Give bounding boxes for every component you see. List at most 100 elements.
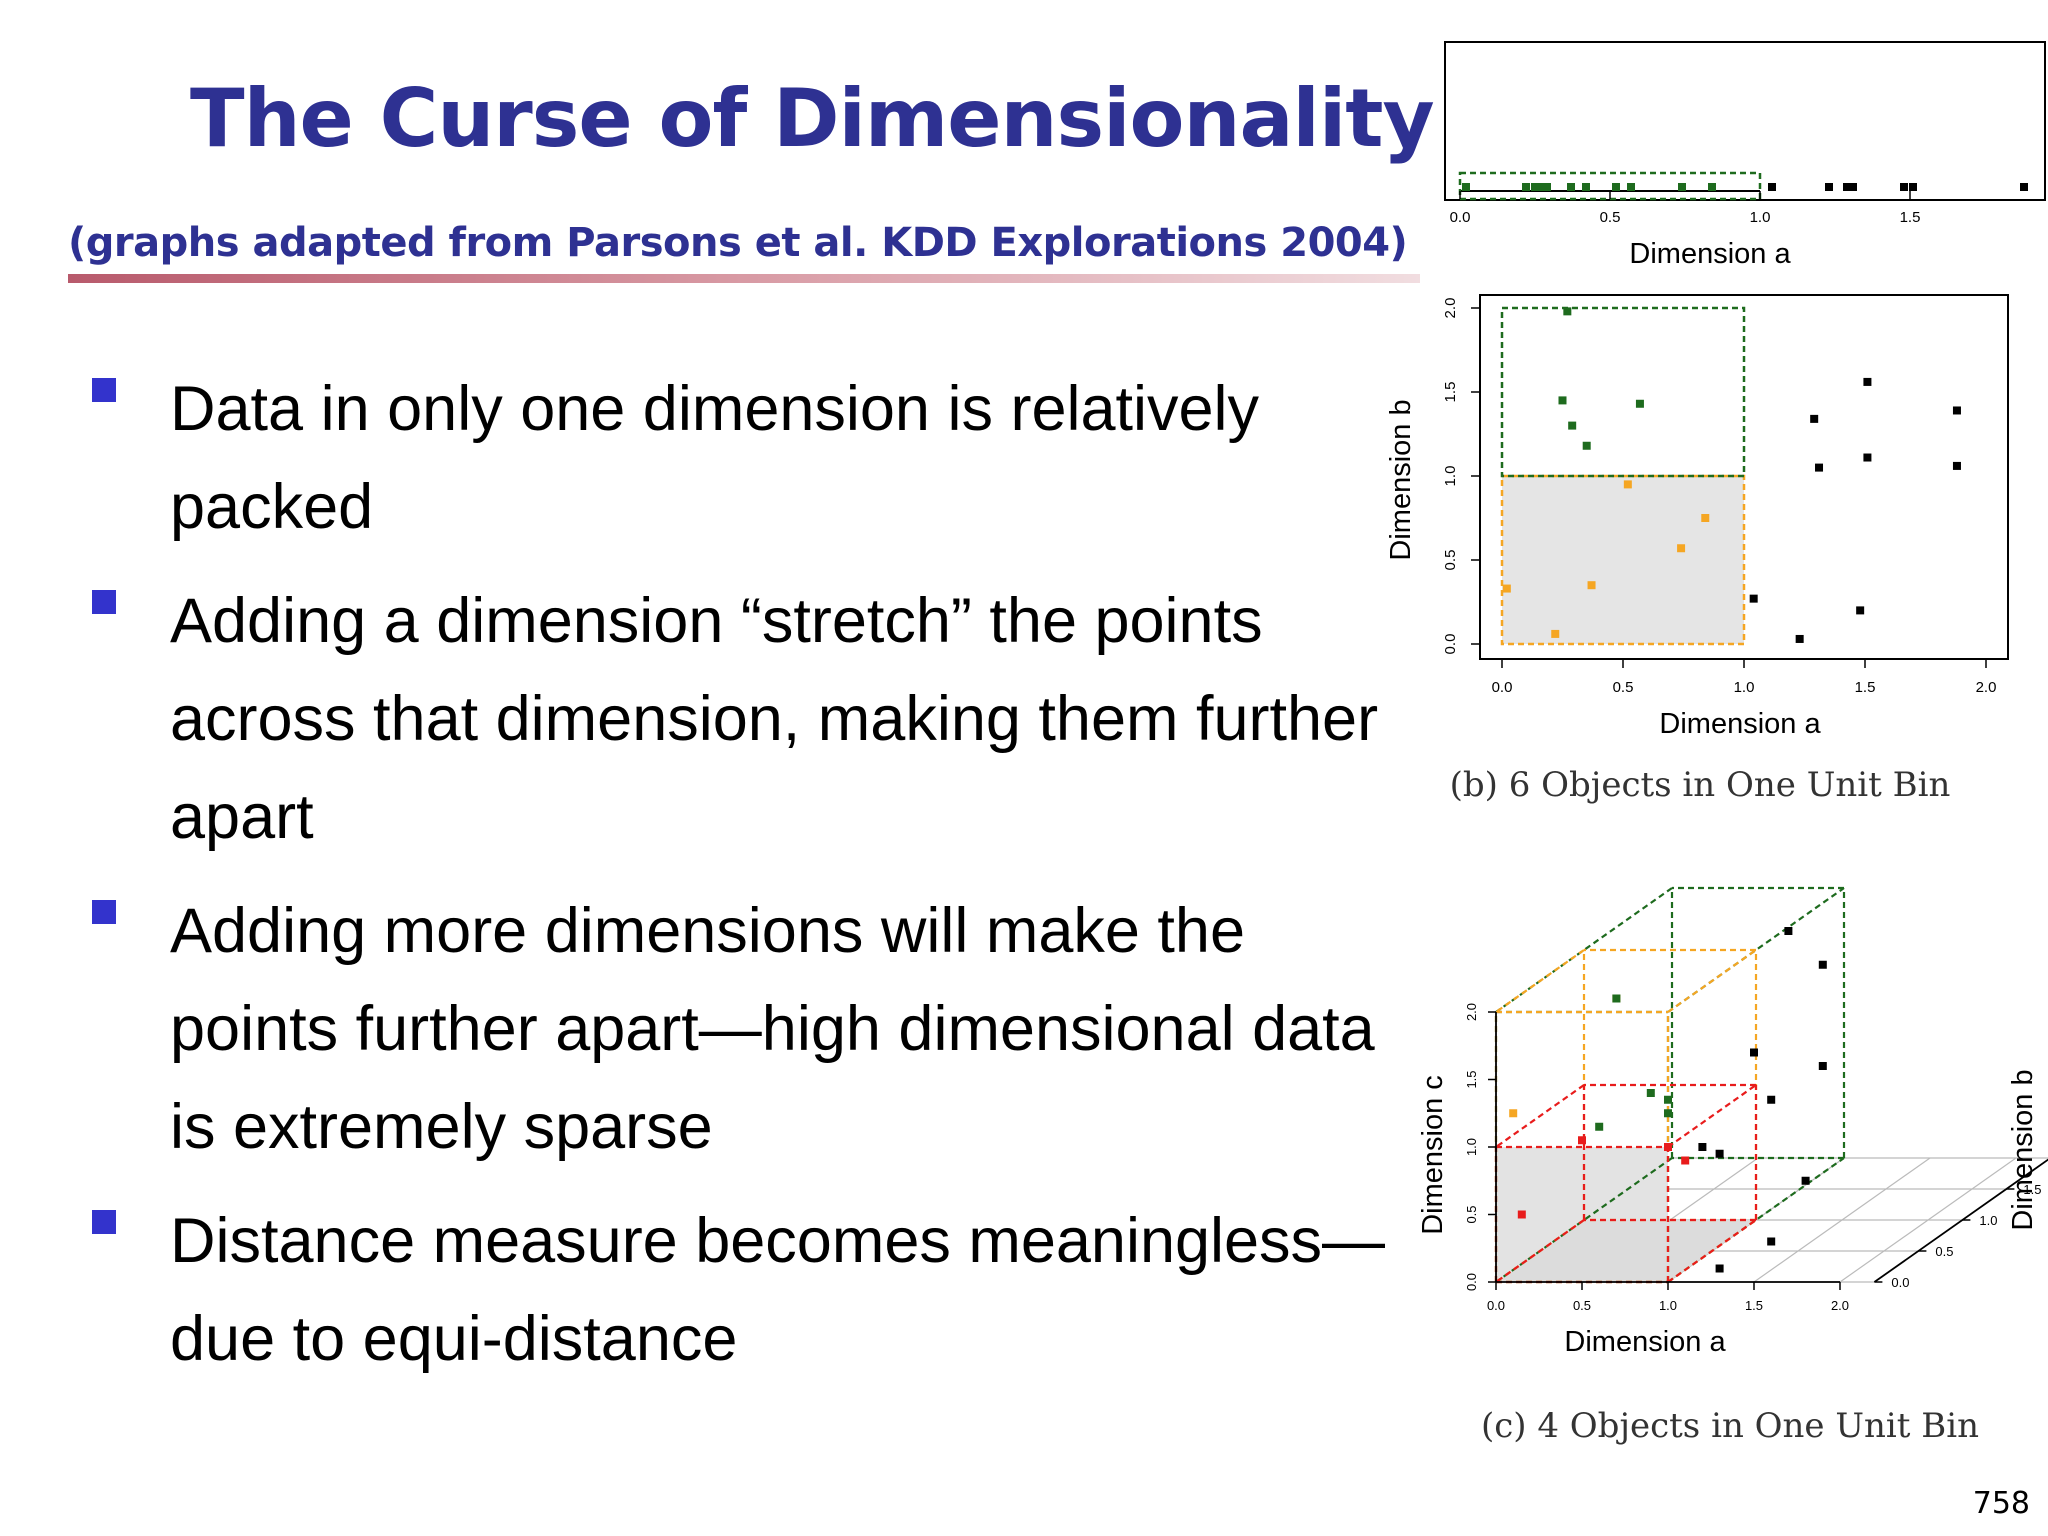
- chart-b-point-black: [1952, 406, 1961, 415]
- chart-c-orange-bin-edge: [1667, 949, 1757, 1013]
- chart-a-point-in-bin: [1522, 183, 1530, 191]
- chart-c-point-black: [1767, 1237, 1776, 1246]
- square-bullet-icon: [92, 1210, 116, 1234]
- chart-a-frame: [1444, 41, 2046, 201]
- chart-b-point-orange: [1551, 629, 1560, 638]
- page-number: 758: [1972, 1486, 2030, 1521]
- chart-a-point-in-bin: [1708, 183, 1716, 191]
- chart-b-point-black: [1795, 634, 1804, 643]
- slide-title: The Curse of Dimensionality: [190, 72, 1435, 165]
- chart-a-point-in-bin: [1531, 183, 1539, 191]
- bullet-item: Distance measure becomes meaningless—due…: [92, 1192, 1392, 1388]
- chart-c-point-green: [1664, 1109, 1672, 1118]
- chart-c-point-green: [1646, 1089, 1655, 1097]
- chart-b-point-green: [1563, 307, 1572, 316]
- chart-b-x-tick-label: 1.0: [1734, 679, 1755, 696]
- chart-c-point-black: [1750, 1048, 1758, 1057]
- chart-a-x-axis-label: Dimension a: [1629, 238, 1791, 270]
- chart-c-point-green: [1595, 1122, 1604, 1131]
- chart-b-x-tick-label: 1.5: [1855, 679, 1876, 696]
- chart-b-point-black: [1952, 461, 1961, 470]
- chart-c-b-tick-label: 1.5: [2023, 1182, 2041, 1197]
- chart-b-point-orange: [1587, 581, 1596, 590]
- chart-b-y-tick-label: 1.0: [1442, 466, 1459, 487]
- chart-c-point-red: [1517, 1210, 1526, 1219]
- chart-b-x-tick-label: 2.0: [1976, 679, 1997, 696]
- chart-c-b-tick-label: 0.0: [1891, 1275, 1909, 1290]
- chart-b-y-axis-label: Dimension b: [1385, 399, 1417, 560]
- chart-c-green-bin-edge: [1495, 887, 1673, 1013]
- chart-c-point-black: [1715, 1149, 1724, 1158]
- chart-b-y-tick-label: 0.0: [1442, 634, 1459, 655]
- chart-c-caption: (c) 4 Objects in One Unit Bin: [1481, 1406, 1979, 1446]
- chart-b-point-orange: [1701, 514, 1710, 522]
- chart-b-point-black: [1810, 414, 1819, 423]
- chart-b-point-black: [1863, 377, 1872, 386]
- chart-c-b-tick-label: 1.0: [1979, 1213, 1997, 1228]
- chart-c-point-black: [1818, 1062, 1827, 1070]
- chart-c-c-tick-label: 0.5: [1464, 1205, 1479, 1223]
- bullet-text: Adding more dimensions will make the poi…: [170, 896, 1375, 1162]
- chart-b-point-green: [1568, 421, 1577, 430]
- chart-c-a-axis-label: Dimension a: [1564, 1326, 1726, 1358]
- square-bullet-icon: [92, 590, 116, 614]
- chart-c-floor-gridline: [1753, 1157, 1931, 1283]
- chart-a-point-outside: [2020, 183, 2028, 191]
- chart-b-y-tick-label: 0.5: [1442, 550, 1459, 571]
- chart-a-x-tick-label: 1.5: [1900, 209, 1921, 226]
- chart-c-b-axis: [1873, 1158, 2048, 1283]
- chart-a-point-in-bin: [1582, 183, 1590, 191]
- chart-c-red-bin-edge: [1495, 1084, 1585, 1148]
- chart-a-point-in-bin: [1567, 183, 1575, 191]
- chart-c-unit-bin-floor-face: [1496, 1220, 1756, 1282]
- chart-b-point-green: [1635, 399, 1644, 408]
- chart-a-point-outside: [1909, 183, 1917, 191]
- chart-a-point-in-bin: [1612, 183, 1620, 191]
- square-bullet-icon: [92, 900, 116, 924]
- chart-b-point-black: [1815, 463, 1824, 472]
- chart-b-x-tick-label: 0.0: [1492, 679, 1513, 696]
- chart-a-point-outside: [1900, 183, 1908, 191]
- chart-b-upper-bin: [1500, 306, 1746, 478]
- chart-b-point-black: [1863, 453, 1872, 462]
- chart-c-point-black: [1698, 1143, 1707, 1151]
- bullet-item: Adding a dimension “stretch” the points …: [92, 572, 1392, 866]
- chart-b-unit-bin: [1500, 474, 1746, 646]
- chart-a-point-outside: [1768, 183, 1776, 191]
- chart-c-a-tick-label: 0.0: [1487, 1298, 1505, 1313]
- chart-c-point-red: [1664, 1143, 1672, 1151]
- chart-c-point-green: [1612, 994, 1621, 1003]
- chart-c-a-tick-label: 1.0: [1659, 1298, 1677, 1313]
- chart-b-point-orange: [1502, 584, 1511, 593]
- chart-c-c-axis-label: Dimension c: [1417, 1075, 1449, 1235]
- chart-c-point-black: [1784, 927, 1793, 935]
- chart-c-red-bin-edge: [1667, 1084, 1757, 1148]
- chart-a-point-outside: [1825, 183, 1833, 191]
- chart-c-point-black: [1715, 1264, 1724, 1273]
- bullet-text: Data in only one dimension is relatively…: [170, 374, 1260, 542]
- chart-c-point-black: [1818, 960, 1827, 969]
- chart-b-point-green: [1558, 396, 1567, 405]
- chart-c-orange-bin-edge: [1495, 949, 1585, 1013]
- chart-a-point-outside: [1849, 183, 1857, 191]
- chart-c-point-black: [1767, 1095, 1776, 1104]
- bullet-item: Data in only one dimension is relatively…: [92, 360, 1392, 556]
- chart-c-red-bin-edge: [1495, 1219, 1585, 1283]
- chart-c-a-tick-label: 0.5: [1573, 1298, 1591, 1313]
- chart-b-y-tick-label: 2.0: [1442, 298, 1459, 319]
- chart-b-x-tick-label: 0.5: [1613, 679, 1634, 696]
- title-divider: [68, 274, 1420, 283]
- chart-b-point-black: [1856, 606, 1865, 615]
- chart-c-b-tick-label: 0.5: [1935, 1244, 1953, 1259]
- chart-c-a-tick-label: 1.5: [1745, 1298, 1763, 1313]
- chart-b-point-black: [1749, 594, 1758, 603]
- chart-c-point-black: [1801, 1176, 1810, 1185]
- chart-b-y-tick-label: 1.5: [1442, 382, 1459, 403]
- bullet-list: Data in only one dimension is relatively…: [92, 360, 1392, 1404]
- chart-a-point-in-bin: [1543, 183, 1551, 191]
- chart-a-point-in-bin: [1678, 183, 1686, 191]
- chart-c-c-tick-label: 1.0: [1464, 1138, 1479, 1156]
- square-bullet-icon: [92, 378, 116, 402]
- chart-a-point-in-bin: [1462, 183, 1470, 191]
